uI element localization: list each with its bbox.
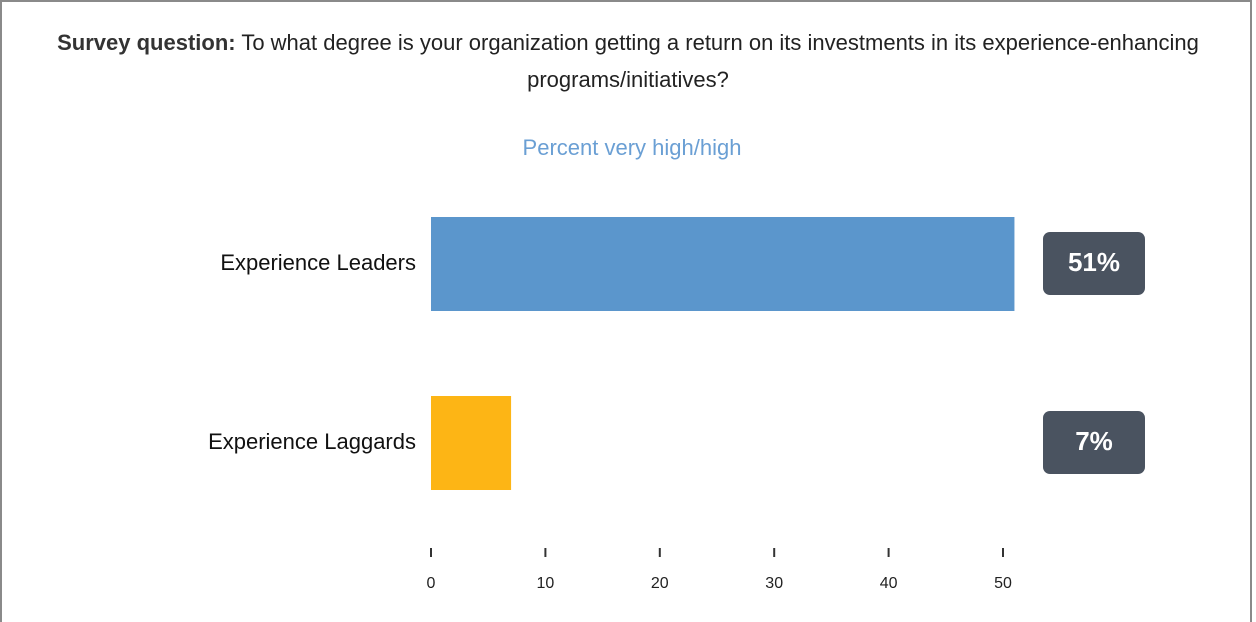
x-tick-label: 20 [651,575,669,592]
x-tick-label: 30 [765,575,783,592]
title-text: To what degree is your organization gett… [241,30,1199,92]
x-tick-label: 0 [427,575,436,592]
chart-title: Survey question: To what degree is your … [30,24,1226,98]
value-label: 7% [1075,426,1113,456]
value-badge [1043,411,1145,474]
bar [431,396,512,490]
value-badge [1043,232,1145,295]
title-lead: Survey question: [57,30,236,55]
category-label: Experience Laggards [208,429,416,454]
x-tick-label: 50 [994,575,1012,592]
chart-subtitle: Percent very high/high [523,135,742,160]
bar [431,217,1015,311]
value-label: 51% [1068,247,1120,277]
x-tick-label: 40 [880,575,898,592]
x-tick-label: 10 [537,575,555,592]
category-label: Experience Leaders [220,250,416,275]
